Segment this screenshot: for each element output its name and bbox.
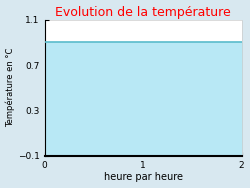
X-axis label: heure par heure: heure par heure — [104, 172, 182, 182]
Y-axis label: Température en °C: Température en °C — [6, 48, 15, 127]
Title: Evolution de la température: Evolution de la température — [55, 6, 231, 19]
